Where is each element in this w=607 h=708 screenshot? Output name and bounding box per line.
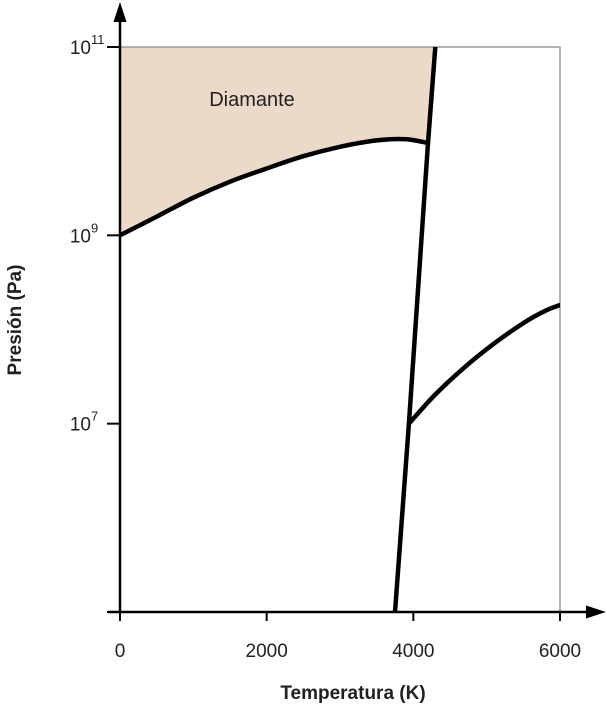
x-tick-label: 0 [115, 641, 126, 662]
y-tick-exponent: 11 [91, 32, 105, 47]
x-axis-title: Temperatura (K) [280, 683, 425, 704]
y-tick-exponent: 9 [91, 220, 98, 235]
x-tick-label: 6000 [539, 641, 581, 662]
y-axis-title: Presión (Pa) [5, 265, 26, 376]
y-tick-label: 10 [70, 38, 91, 59]
diamond-region [120, 47, 436, 236]
diamond-region-label: Diamante [209, 89, 295, 111]
y-tick-label: 10 [70, 226, 91, 247]
x-axis-arrowhead [586, 605, 606, 619]
x-tick-label: 4000 [392, 641, 434, 662]
diamond-boundary-curve [120, 136, 431, 238]
liquid-vapor-curve [406, 302, 560, 426]
y-axis-arrowhead [113, 2, 127, 22]
melting-boundary-line [392, 47, 438, 612]
plot-frame [120, 46, 561, 612]
x-tick-label: 2000 [246, 641, 288, 662]
y-tick-exponent: 7 [91, 409, 98, 424]
y-tick-label: 10 [70, 415, 91, 436]
